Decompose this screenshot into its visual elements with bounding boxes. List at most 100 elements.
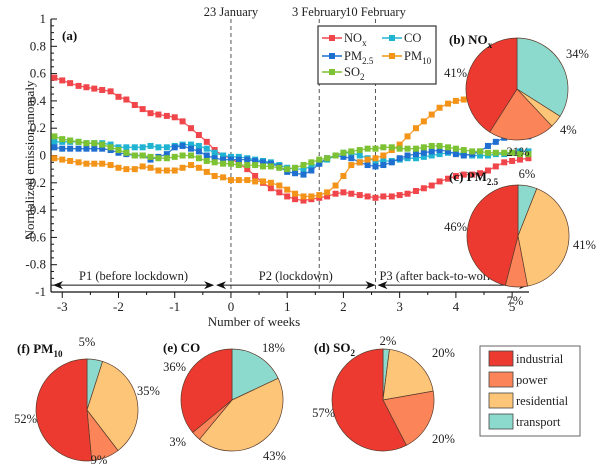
legend-label-so2: SO2 bbox=[344, 65, 364, 82]
data-point bbox=[396, 145, 403, 152]
series-nox bbox=[51, 74, 532, 204]
data-point bbox=[67, 80, 74, 87]
data-point bbox=[83, 140, 90, 147]
data-point bbox=[227, 156, 234, 163]
data-point bbox=[428, 152, 435, 159]
pie-f: (f) PM10 5% 35% 9% 52% bbox=[14, 335, 160, 467]
data-point bbox=[348, 162, 355, 169]
pie-percent-label: 7% bbox=[507, 294, 524, 308]
data-point bbox=[115, 93, 122, 100]
x-tick-label: 2 bbox=[340, 299, 347, 314]
data-point bbox=[364, 156, 371, 163]
data-point bbox=[227, 177, 234, 184]
data-point bbox=[372, 155, 379, 162]
data-point bbox=[171, 167, 178, 174]
pie-title-main: (d) SO bbox=[314, 340, 350, 355]
data-point bbox=[396, 155, 403, 162]
event-label: 23 January bbox=[204, 5, 259, 19]
pie-percent-label: 4% bbox=[560, 123, 577, 137]
pie-title-main: (e) CO bbox=[163, 340, 200, 355]
data-point bbox=[445, 175, 452, 182]
data-point bbox=[492, 163, 499, 170]
data-point bbox=[509, 157, 516, 164]
data-point bbox=[412, 187, 419, 194]
data-point bbox=[59, 156, 66, 163]
data-point bbox=[195, 164, 202, 171]
data-point bbox=[517, 156, 524, 163]
legend-swatch-industrial bbox=[488, 350, 514, 367]
data-point bbox=[115, 164, 122, 171]
pie-percent-label: 2% bbox=[380, 334, 397, 348]
data-point bbox=[179, 164, 186, 171]
data-point bbox=[356, 152, 363, 159]
data-point bbox=[348, 155, 355, 162]
data-point bbox=[188, 145, 195, 152]
data-point bbox=[260, 163, 267, 170]
data-point bbox=[332, 182, 339, 189]
pie-percent-label: 5% bbox=[79, 335, 96, 349]
data-point bbox=[340, 189, 347, 196]
data-point bbox=[428, 182, 435, 189]
data-point bbox=[412, 151, 419, 158]
data-point bbox=[188, 125, 195, 132]
data-point bbox=[509, 149, 516, 156]
data-point bbox=[380, 157, 387, 164]
data-point bbox=[420, 153, 427, 160]
event-label: 10 February bbox=[345, 5, 406, 19]
data-point bbox=[436, 151, 443, 158]
legend-marker bbox=[329, 35, 335, 41]
data-point bbox=[51, 144, 58, 151]
legend-label-transport: transport bbox=[516, 415, 561, 429]
pie-slice-power bbox=[382, 390, 435, 446]
pie-percent-label: 43% bbox=[263, 449, 286, 463]
data-point bbox=[220, 152, 227, 159]
data-point bbox=[235, 162, 242, 169]
data-point bbox=[99, 145, 106, 152]
data-point bbox=[308, 167, 315, 174]
data-point bbox=[412, 145, 419, 152]
data-point bbox=[267, 163, 274, 170]
data-point bbox=[155, 167, 162, 174]
legend-marker bbox=[389, 53, 395, 59]
legend-label-so2-main: SO bbox=[344, 65, 360, 79]
data-point bbox=[252, 157, 259, 164]
legend-label-co-main: CO bbox=[404, 31, 421, 45]
data-point bbox=[340, 149, 347, 156]
period-annotations: P1 (before lockdown) P2 (lockdown) P3 (aft… bbox=[53, 269, 529, 290]
x-tick-label: 3 bbox=[396, 299, 403, 314]
data-point bbox=[324, 193, 331, 200]
pie-slice-industrial bbox=[35, 358, 93, 462]
data-point bbox=[188, 152, 195, 159]
legend-marker bbox=[329, 53, 335, 59]
data-point bbox=[83, 160, 90, 167]
data-point bbox=[308, 163, 315, 170]
data-point bbox=[388, 144, 395, 151]
data-point bbox=[445, 100, 452, 107]
data-point bbox=[324, 189, 331, 196]
legend-label-pm25-sub: 2.5 bbox=[362, 56, 374, 66]
data-point bbox=[252, 172, 259, 179]
y-tick-label: 0.8 bbox=[30, 38, 46, 53]
legend-label-pm25-main: PM bbox=[344, 49, 362, 63]
data-point bbox=[244, 166, 251, 173]
data-point bbox=[83, 145, 90, 152]
data-point bbox=[211, 155, 218, 162]
data-point bbox=[452, 97, 459, 104]
legend-label-nox: NOx bbox=[344, 31, 367, 48]
pie-slice-industrial bbox=[466, 184, 519, 286]
data-point bbox=[364, 145, 371, 152]
data-point bbox=[123, 166, 130, 173]
pie-percent-label: 52% bbox=[14, 412, 37, 426]
data-point bbox=[163, 167, 170, 174]
data-point bbox=[404, 145, 411, 152]
data-point bbox=[171, 144, 178, 151]
data-point bbox=[364, 193, 371, 200]
pie-percent-label: 9% bbox=[91, 453, 108, 467]
data-point bbox=[147, 142, 154, 149]
pie-title-sub: 2.5 bbox=[487, 177, 499, 187]
data-point bbox=[75, 82, 82, 89]
pie-percent-label: 21% bbox=[507, 145, 530, 159]
data-point bbox=[179, 142, 186, 149]
